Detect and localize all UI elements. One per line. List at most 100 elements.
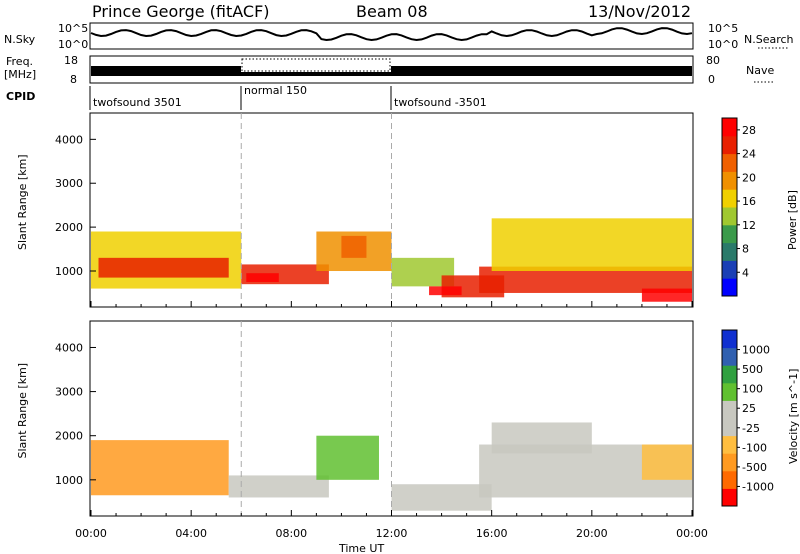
x-tick-label: 00:00: [75, 527, 107, 540]
x-tick-label: 00:00: [676, 527, 708, 540]
x-tick-label: 20:00: [576, 527, 608, 540]
freq-bar-segment-1: [91, 66, 241, 76]
data-band: [641, 288, 692, 302]
colorbar-segment: [722, 470, 737, 489]
colorbar-tick-label: -1000: [742, 480, 774, 493]
colorbar-tick-label: 20: [742, 171, 756, 184]
cpid-segment-2: normal 150: [244, 84, 307, 97]
y-axis-title: Slant Range [km]: [16, 363, 29, 459]
data-band: [91, 440, 229, 496]
colorbar-segment: [722, 224, 737, 244]
colorbar-segment: [722, 242, 737, 261]
data-band: [246, 273, 279, 282]
y-tick-label: 2000: [55, 221, 83, 234]
data-band: [641, 444, 692, 480]
nave-tick-bottom: 0: [708, 73, 715, 86]
freq-unit-label: [MHz]: [4, 68, 36, 81]
data-band: [316, 435, 379, 480]
x-axis-title: Time UT: [338, 542, 384, 554]
nsky-tick-bottom: 10^0: [58, 38, 88, 51]
date-label: 13/Nov/2012: [588, 2, 691, 21]
colorbar-segment: [722, 118, 737, 137]
x-tick-label: 12:00: [376, 527, 408, 540]
data-band: [429, 286, 462, 296]
data-band: [228, 475, 329, 498]
velocity-colorbar: 1000 500 100 25 -25 -100 -500 -1000 Velocity [m …: [721, 329, 800, 507]
beam-label: Beam 08: [356, 2, 428, 21]
nave-label: Nave: [746, 64, 774, 77]
cpid-label: CPID: [6, 90, 35, 103]
y-tick-label: 1000: [55, 265, 83, 278]
y-tick-label: 3000: [55, 386, 83, 399]
colorbar-tick-label: 1000: [742, 344, 770, 357]
velocity-panel: 1000 2000 3000 4000 Slant Range [km]: [16, 320, 694, 517]
freq-label: Freq.: [6, 55, 33, 68]
nsky-panel: [89, 22, 694, 50]
colorbar-tick-label: -500: [742, 461, 767, 474]
colorbar-tick-label: 24: [742, 148, 756, 161]
colorbar-tick-label: 25: [742, 402, 756, 415]
colorbar-tick-label: -100: [742, 441, 767, 454]
freq-bar-segment-3: [391, 66, 692, 76]
colorbar-segment: [722, 278, 737, 297]
colorbar-tick-label: 8: [742, 243, 749, 256]
nsearch-tick-top: 10^5: [708, 22, 738, 35]
nsearch-label: N.Search: [744, 33, 794, 46]
plot-title: Prince George (fitACF): [92, 2, 270, 21]
colorbar-tick-label: 12: [742, 219, 756, 232]
colorbar-segment: [722, 260, 737, 279]
colorbar-segment: [722, 365, 737, 384]
x-axis-ticks: 00:00 04:00 08:00 12:00 16:00 20:00 00:00: [75, 527, 708, 540]
y-axis-title: Slant Range [km]: [16, 154, 29, 250]
colorbar-tick-label: 100: [742, 383, 763, 396]
power-colorbar: 4 8 12 16 20 24 28 Power [dB]: [721, 117, 799, 297]
x-tick-label: 16:00: [476, 527, 508, 540]
cpid-segment-1: twofsound 3501: [93, 96, 182, 109]
freq-tick-top: 18: [64, 54, 78, 67]
y-tick-label: 4000: [55, 133, 83, 146]
y-tick-label: 2000: [55, 430, 83, 443]
colorbar-segment: [722, 418, 737, 437]
colorbar-tick-label: -25: [742, 422, 760, 435]
freq-panel: [89, 55, 694, 84]
cpid-segment-3: twofsound -3501: [394, 96, 487, 109]
colorbar-frame: [721, 329, 738, 507]
colorbar-segment: [722, 382, 737, 401]
colorbar-segment: [722, 400, 737, 419]
colorbar-segment: [722, 347, 737, 366]
colorbar-segment: [722, 189, 737, 208]
colorbar-tick-label: 16: [742, 195, 756, 208]
colorbar-segment: [722, 435, 737, 454]
nsky-trace: [90, 27, 693, 42]
colorbar-title: Power [dB]: [786, 190, 799, 250]
nsearch-tick-bottom: 10^0: [708, 38, 738, 51]
nsky-label: N.Sky: [4, 33, 36, 46]
nave-tick-top: 80: [706, 54, 720, 67]
colorbar-segment: [722, 488, 737, 507]
data-band: [491, 218, 692, 272]
y-tick-label: 4000: [55, 341, 83, 354]
data-band: [341, 235, 367, 258]
colorbar-tick-label: 4: [742, 266, 749, 279]
x-tick-label: 04:00: [175, 527, 207, 540]
colorbar-segment: [722, 171, 737, 190]
y-tick-label: 3000: [55, 177, 83, 190]
freq-tick-bottom: 8: [70, 73, 77, 86]
data-band: [98, 257, 229, 278]
data-band: [391, 484, 492, 511]
colorbar-segment: [722, 153, 737, 172]
data-band: [491, 422, 592, 454]
colorbar-title: Velocity [m s^-1]: [787, 369, 800, 464]
colorbar-tick-label: 28: [742, 124, 756, 137]
colorbar-segment: [722, 135, 737, 155]
colorbar-segment: [722, 207, 737, 226]
freq-bar-segment-2: [241, 72, 391, 76]
colorbar-segment: [722, 453, 737, 472]
colorbar-segment: [722, 330, 737, 349]
colorbar-tick-label: 500: [742, 363, 763, 376]
colorbar-frame: [721, 117, 738, 297]
nave-dotted-box: [241, 58, 391, 72]
nsky-tick-top: 10^5: [58, 22, 88, 35]
